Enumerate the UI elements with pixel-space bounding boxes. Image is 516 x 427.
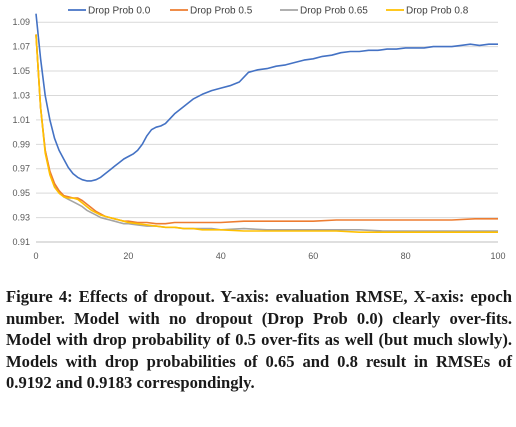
x-tick-label: 80	[401, 251, 411, 261]
series-line-drop-prob-0-65	[35, 34, 498, 232]
x-tick-label: 40	[216, 251, 226, 261]
y-tick-label: 1.07	[12, 42, 30, 52]
y-tick-label: 0.91	[12, 237, 30, 247]
line-chart: 0.91 0.93 0.95 0.97 0.99 1.01 1.03 1.05 1.07 1.09…	[12, 6, 505, 262]
y-tick-label: 0.99	[12, 139, 30, 149]
series-line-drop-prob-0-8	[35, 34, 498, 233]
x-tick-label: 20	[123, 251, 133, 261]
y-tick-label: 1.05	[12, 66, 30, 76]
series-line-drop-prob-0-5	[35, 34, 498, 225]
x-tick-label: 100	[490, 251, 505, 261]
y-tick-label: 0.97	[12, 164, 30, 174]
legend-label: Drop Prob 0.8	[406, 6, 469, 17]
y-tick-label: 1.09	[12, 17, 30, 27]
y-tick-label: 1.03	[12, 90, 30, 100]
legend-label: Drop Prob 0.5	[190, 6, 253, 17]
x-axis-ticks: 0 20 40 60 80 100	[33, 251, 505, 261]
x-tick-label: 0	[33, 251, 38, 261]
x-tick-label: 60	[308, 251, 318, 261]
gridlines	[36, 21, 498, 243]
figure-caption: Figure 4: Effects of dropout. Y-axis: ev…	[6, 287, 512, 393]
y-axis-ticks: 0.91 0.93 0.95 0.97 0.99 1.01 1.03 1.05 1.07 1.09	[12, 17, 30, 247]
y-tick-label: 0.95	[12, 188, 30, 198]
series-lines	[35, 13, 498, 233]
y-tick-label: 0.93	[12, 213, 30, 223]
series-line-drop-prob-0-0	[35, 13, 498, 182]
legend-label: Drop Prob 0.65	[300, 6, 368, 17]
y-tick-label: 1.01	[12, 115, 30, 125]
legend: Drop Prob 0.0 Drop Prob 0.5 Drop Prob 0.65…	[68, 6, 469, 17]
legend-label: Drop Prob 0.0	[88, 6, 151, 17]
